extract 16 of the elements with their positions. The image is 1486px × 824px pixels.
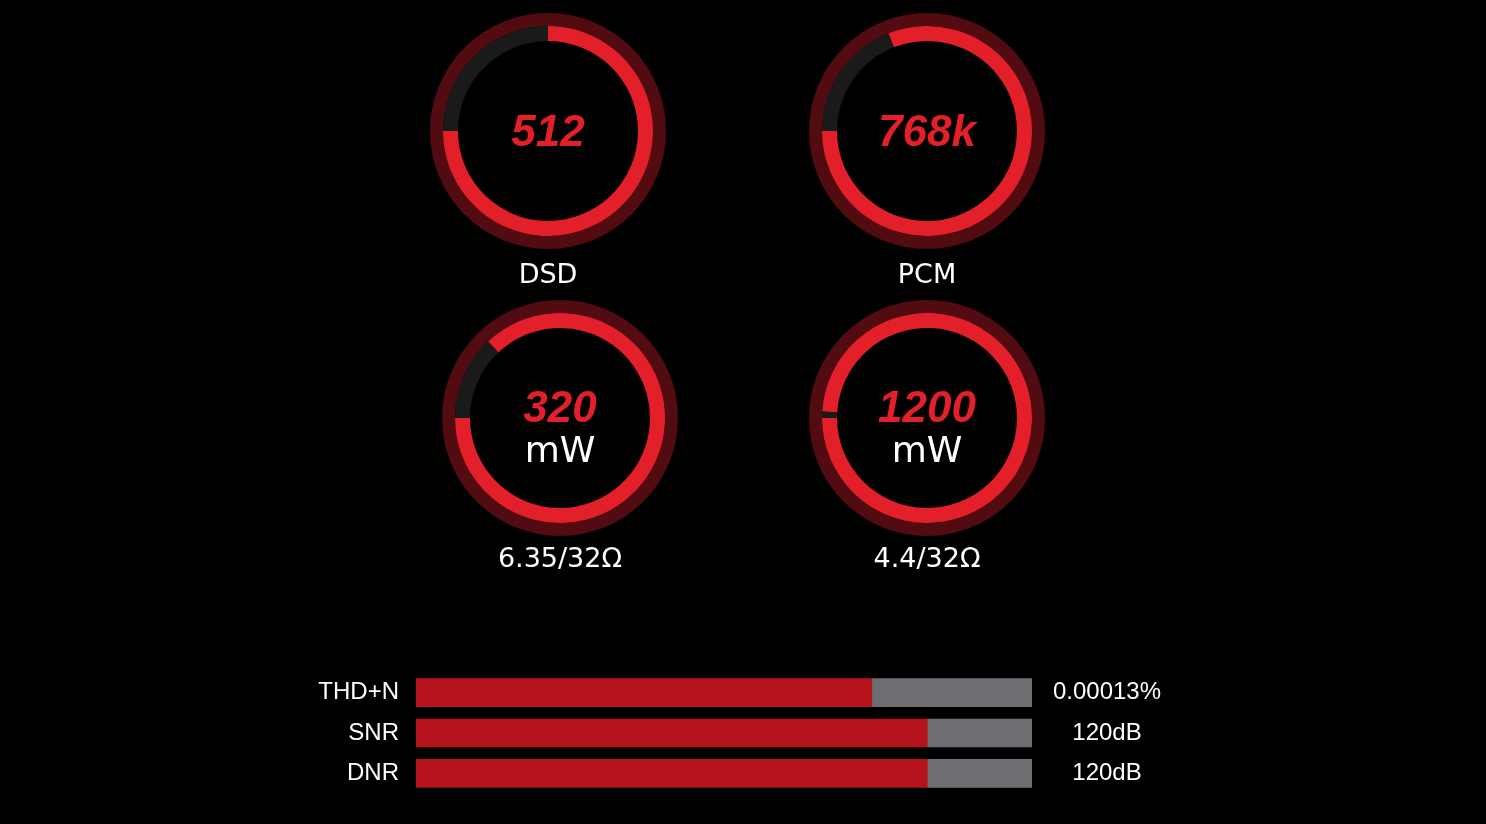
- text: 512: [511, 106, 585, 155]
- text: PCM: [897, 257, 957, 289]
- y-tick-label: DNR: [347, 758, 399, 786]
- text: 120dB: [1072, 717, 1142, 745]
- text: 320: [523, 382, 597, 431]
- text: 6.35/32Ω: [497, 541, 623, 573]
- text: 1200: [878, 382, 976, 431]
- y-tick-label: THD+N: [318, 677, 399, 705]
- text: 0.00013%: [1052, 677, 1162, 705]
- text: 4.4/32Ω: [873, 541, 981, 573]
- text: 120dB: [1072, 758, 1142, 786]
- text: mW: [524, 429, 596, 470]
- y-tick-label: SNR: [348, 717, 399, 745]
- text: mW: [891, 429, 963, 470]
- text: 768k: [878, 106, 976, 155]
- text: DSD: [518, 257, 578, 289]
